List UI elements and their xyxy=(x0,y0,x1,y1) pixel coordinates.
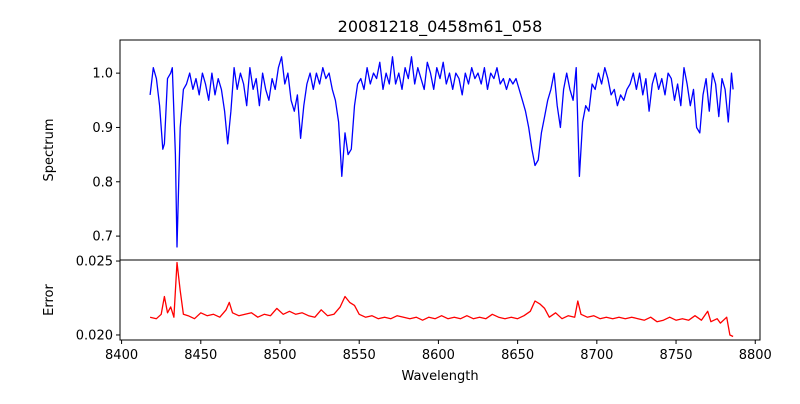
xtick-label: 8450 xyxy=(184,348,217,363)
top-ylabel: Spectrum xyxy=(42,119,57,182)
ytick-label: 0.8 xyxy=(92,175,113,190)
ytick-label: 0.7 xyxy=(92,230,113,245)
xtick-label: 8800 xyxy=(739,348,772,363)
xtick-label: 8650 xyxy=(501,348,534,363)
bottom-ylabel: Error xyxy=(42,284,57,316)
xtick-label: 8750 xyxy=(659,348,692,363)
spectrum-axes: 0.7 0.8 0.9 1.0 xyxy=(92,39,761,261)
spectrum-line xyxy=(149,56,734,248)
ytick-label: 1.0 xyxy=(92,67,113,82)
xtick-label: 8550 xyxy=(343,348,376,363)
xtick-label: 8500 xyxy=(263,348,296,363)
chart-title: 20081218_0458m61_058 xyxy=(338,17,543,37)
xlabel: Wavelength xyxy=(401,369,478,384)
ytick-label: 0.025 xyxy=(76,255,113,270)
axes-frame xyxy=(119,39,761,261)
ytick-label: 0.020 xyxy=(76,328,113,343)
xtick-label: 8600 xyxy=(422,348,455,363)
error-axes: 0.020 0.025 8400 8450 8500 8550 8600 8650 8700 87… xyxy=(76,255,772,363)
xtick-label: 8700 xyxy=(580,348,613,363)
axes-frame xyxy=(119,259,761,341)
ytick-label: 0.9 xyxy=(92,121,113,136)
error-line xyxy=(149,261,734,338)
xtick-label: 8400 xyxy=(105,348,138,363)
